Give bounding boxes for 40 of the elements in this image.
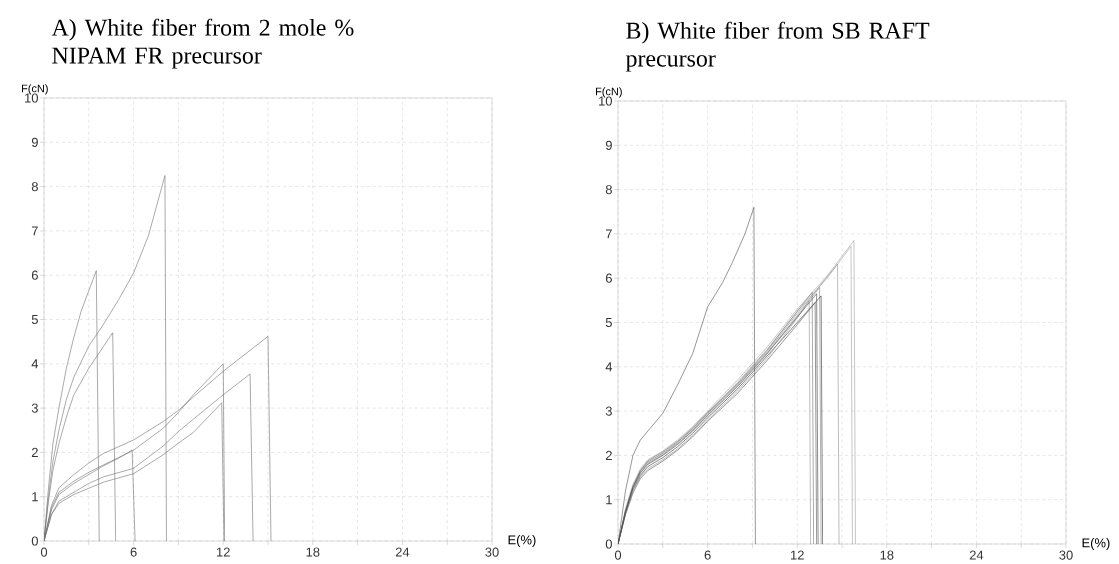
y-tick-label: 10: [599, 96, 612, 106]
x-tick-label: 18: [306, 547, 320, 557]
x-tick-label: 30: [485, 547, 499, 557]
x-tick-label: 12: [216, 547, 230, 557]
y-tick-label: 5: [31, 314, 38, 325]
y-tick-label: 9: [31, 137, 38, 147]
y-axis-title: F(cN): [22, 84, 48, 95]
x-tick-label: 24: [969, 550, 984, 560]
y-tick-label: 1: [606, 495, 612, 505]
x-axis-title: E(%): [1082, 537, 1110, 551]
y-tick-label: 0: [31, 536, 38, 546]
x-tick-label: 0: [40, 547, 48, 557]
y-tick-label: 6: [605, 273, 612, 283]
x-axis-title: E(%): [508, 534, 536, 548]
x-tick-label: 0: [614, 550, 622, 560]
chart-title: B) White fiber from SB RAFT precursor: [625, 21, 930, 72]
y-tick-label: 8: [31, 182, 38, 192]
x-tick-label: 6: [130, 547, 137, 557]
y-tick-label: 3: [31, 403, 38, 413]
y-tick-label: 1: [32, 492, 38, 502]
x-tick-label: 12: [790, 550, 804, 560]
y-tick-label: 2: [31, 447, 38, 457]
x-tick-label: 6: [704, 550, 711, 560]
y-axis-title: F(cN): [596, 87, 622, 98]
y-tick-label: 5: [605, 317, 612, 328]
y-tick-label: 7: [31, 226, 38, 236]
x-tick-label: 24: [395, 547, 410, 557]
y-tick-label: 3: [605, 406, 612, 416]
y-tick-label: 8: [605, 185, 612, 195]
y-tick-label: 4: [605, 362, 613, 372]
x-tick-label: 18: [880, 550, 894, 560]
y-tick-label: 0: [605, 539, 612, 549]
y-tick-label: 9: [605, 140, 612, 150]
chart-title: A) White fiber from 2 mole % NIPAM FR precursor: [51, 18, 354, 69]
y-tick-label: 4: [31, 359, 39, 369]
y-tick-label: 7: [605, 229, 612, 239]
x-tick-label: 30: [1059, 550, 1073, 560]
y-tick-label: 10: [25, 93, 38, 103]
y-tick-label: 6: [31, 270, 38, 280]
y-tick-label: 2: [605, 450, 612, 460]
